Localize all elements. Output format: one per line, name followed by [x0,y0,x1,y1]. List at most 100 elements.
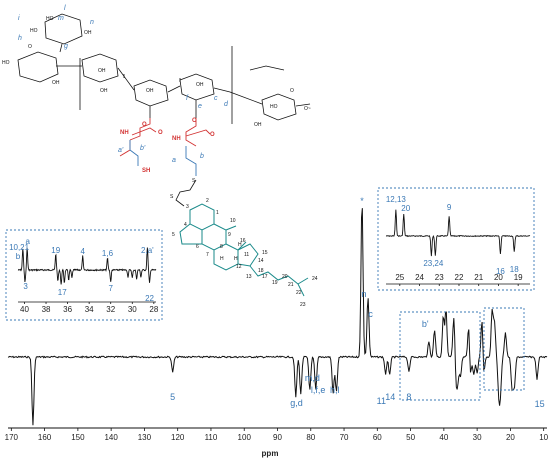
peak-label: b [16,252,21,261]
tick-label: 80 [306,433,315,442]
tick-label: 110 [205,433,218,442]
sugar-label: e [198,103,202,110]
tick-label: 40 [20,305,29,314]
svg-text:O: O [192,118,197,124]
ring-number: 13 [246,274,252,280]
ring-number: 1 [216,210,219,216]
linker-o-bottom: O [210,132,215,138]
ring-number: 24 [312,276,318,282]
svg-text:O: O [290,88,294,94]
peak-label: 11 [377,396,386,406]
tick-label: 23 [435,273,444,282]
peak-label: 8 [406,392,411,402]
ring-number: 8 [220,244,223,250]
inset-right-spectrum-trace [385,209,531,257]
svg-text:OH: OH [98,68,106,74]
peak-label: 19 [51,246,60,255]
ring-labels: 123456789101112131415161718192021222324H… [172,198,318,308]
tick-label: 20 [506,433,515,442]
tick-label: 19 [514,273,523,282]
tick-label: 38 [42,305,51,314]
sugar-label: c [214,95,218,102]
tick-label: 20 [494,273,503,282]
ring-number: 23 [300,302,306,308]
peak-label: 22 [145,294,154,303]
sugar-label: g [64,43,68,50]
tick-label: 10 [539,433,548,442]
h-label: H [234,256,238,262]
peak-label: 5 [170,392,175,402]
peak-label: b' [422,319,429,329]
ring-number: 4 [184,222,187,228]
tick-label: 60 [373,433,382,442]
svg-text:OH: OH [196,82,204,88]
ring-number: 12 [236,264,242,270]
highlight-box-left [399,311,481,401]
label-a: a [172,157,176,164]
peak-label: 10,21 [9,243,30,252]
tick-label: 40 [439,433,448,442]
peak-label: l,f,e [311,385,326,395]
peak-label: * [360,196,364,206]
ring-number: 5 [172,232,175,238]
tick-label: 25 [395,273,404,282]
ring-number: 6 [196,244,199,250]
tick-label: 30 [473,433,482,442]
tick-label: 32 [106,305,115,314]
ring-number: 19 [272,280,278,286]
sugar-label: m [58,15,64,22]
ring-number: 22 [296,290,302,296]
peak-label: c [368,309,373,319]
linker-nh-top: NH [120,130,129,136]
peak-label: n [361,289,366,299]
tick-label: 24 [415,273,424,282]
peak-label: m,d [305,373,320,383]
ring-number: 20 [282,274,288,280]
h-label: H [220,256,224,262]
peak-label: 7 [108,284,113,293]
ring-number: 11 [244,252,249,258]
ring-number: 9 [228,232,231,238]
ring-number: 7 [206,252,209,258]
tick-label: 140 [104,433,118,442]
ring-number: 16 [240,238,246,244]
peak-label: 4 [80,247,85,256]
peak-label: a [25,237,30,246]
sugar-label: h [18,35,22,42]
svg-text:O: O [142,122,147,128]
ring-number: 15 [262,250,268,256]
sugar-label: l [64,5,66,12]
linker-nh-bottom: NH [172,136,181,142]
ring-number: 10 [230,218,236,224]
tick-label: 34 [85,305,94,314]
ring-number: 17 [262,274,268,280]
svg-text:OH: OH [254,122,262,128]
tick-label: 170 [5,433,19,442]
label-b: b [200,153,204,160]
molecular-structure: HO HO OH O HO OH OH OH OH OH HO O O~ OH … [2,5,318,308]
inset-right-frame [377,187,535,291]
linker-s2: S [170,194,174,200]
label-a-prime: a' [118,147,124,154]
svg-text:HO: HO [2,60,10,66]
peak-label: 12,13 [386,195,407,204]
peak-label: 3 [23,282,28,291]
ring-number: 21 [288,282,294,288]
peak-label: 2,a' [141,246,154,255]
svg-text:OH: OH [52,80,60,86]
h-label: H [238,242,242,248]
peak-label: 23,24 [423,259,444,268]
x-axis-title: ppm [262,449,279,458]
peak-label: 17 [58,288,67,297]
tick-label: 22 [455,273,464,282]
sugar-label: d [224,101,229,108]
main-spectrum-trace [7,208,548,426]
peak-label: h,l [330,385,340,395]
peak-label: 18 [510,265,519,274]
ring-number: 14 [258,258,264,264]
tick-label: 160 [38,433,52,442]
tick-label: 28 [149,305,158,314]
